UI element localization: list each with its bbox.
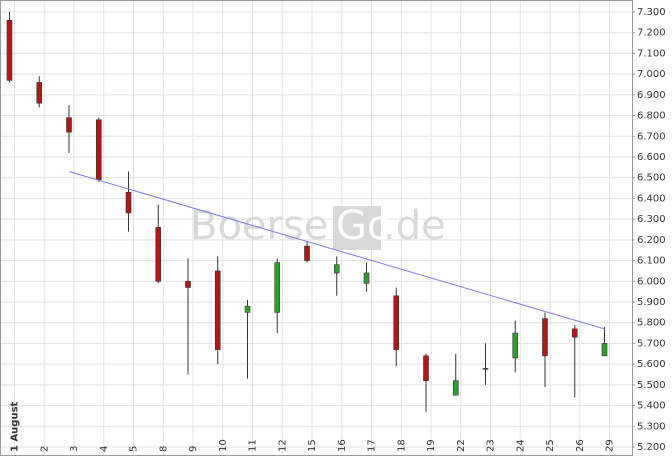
x-tick-label: 5 bbox=[129, 446, 140, 452]
watermark-box bbox=[333, 206, 381, 250]
y-tick-label: 6.500 bbox=[637, 173, 666, 184]
x-tick-label: 16 bbox=[337, 439, 348, 452]
candle-body bbox=[214, 270, 221, 350]
x-tick-label: 29 bbox=[605, 439, 616, 452]
candle-body bbox=[363, 272, 370, 284]
x-tick-label: 12 bbox=[277, 439, 288, 452]
y-tick-label: 5.400 bbox=[637, 401, 666, 412]
candle-body bbox=[452, 380, 459, 396]
candle-body bbox=[423, 355, 429, 382]
candle-body bbox=[393, 295, 400, 350]
candle-body bbox=[244, 305, 251, 313]
y-tick-label: 6.300 bbox=[637, 214, 666, 225]
y-tick-label: 7.200 bbox=[637, 28, 666, 39]
watermark-text: .de bbox=[383, 203, 446, 249]
candle-body bbox=[601, 343, 608, 357]
x-tick-label: 3 bbox=[69, 446, 80, 452]
x-tick-label: 24 bbox=[515, 439, 526, 452]
y-tick-label: 6.400 bbox=[637, 193, 666, 204]
y-tick-label: 6.100 bbox=[637, 256, 666, 267]
x-tick-label: 22 bbox=[456, 439, 467, 452]
candle-body bbox=[482, 367, 489, 370]
candle-body bbox=[66, 117, 72, 133]
y-tick-label: 7.000 bbox=[637, 69, 666, 80]
candle-body bbox=[274, 262, 281, 313]
y-tick-label: 5.900 bbox=[637, 297, 666, 308]
y-tick-label: 6.000 bbox=[637, 276, 666, 287]
candle-body bbox=[95, 119, 102, 181]
x-tick-label: 10 bbox=[218, 439, 229, 452]
x-tick-label: 23 bbox=[486, 439, 497, 452]
watermark-text: Go bbox=[336, 203, 391, 249]
plot-frame bbox=[0, 0, 633, 456]
y-tick-label: 5.200 bbox=[637, 442, 666, 453]
trendline bbox=[68, 171, 605, 330]
y-tick-label: 5.300 bbox=[637, 421, 666, 432]
y-tick-label: 6.800 bbox=[637, 111, 666, 122]
y-tick-label: 5.700 bbox=[637, 338, 666, 349]
candle-body bbox=[333, 264, 340, 274]
x-tick-label: 8 bbox=[158, 446, 169, 452]
y-tick-label: 7.300 bbox=[637, 7, 666, 18]
candle-body bbox=[125, 191, 132, 214]
x-tick-label: 19 bbox=[426, 439, 437, 452]
x-tick-label: 18 bbox=[396, 439, 407, 452]
x-tick-label: 9 bbox=[188, 446, 199, 452]
y-tick-label: 5.600 bbox=[637, 359, 666, 370]
y-tick-label: 6.900 bbox=[637, 90, 666, 101]
candle-body bbox=[542, 318, 548, 357]
x-tick-label: 2 bbox=[39, 446, 50, 452]
candle-body bbox=[155, 227, 162, 282]
y-tick-label: 6.200 bbox=[637, 235, 666, 246]
candle-body bbox=[36, 82, 43, 104]
y-tick-label: 5.500 bbox=[637, 380, 666, 391]
candle-body bbox=[185, 280, 191, 288]
y-tick-label: 7.100 bbox=[637, 48, 666, 59]
candle-body bbox=[6, 19, 13, 81]
x-tick-label: 25 bbox=[545, 439, 556, 452]
x-tick-label: 1 August bbox=[10, 401, 21, 452]
x-tick-label: 4 bbox=[99, 446, 110, 452]
y-tick-label: 6.600 bbox=[637, 152, 666, 163]
x-tick-label: 11 bbox=[248, 439, 259, 452]
watermark: Boerse Go .de bbox=[190, 203, 446, 250]
y-tick-label: 6.700 bbox=[637, 131, 666, 142]
x-tick-label: 26 bbox=[575, 439, 586, 452]
y-tick-label: 5.800 bbox=[637, 318, 666, 329]
candle-body bbox=[571, 328, 578, 338]
x-tick-label: 15 bbox=[307, 439, 318, 452]
x-tick-label: 17 bbox=[367, 439, 378, 452]
candle-body bbox=[304, 245, 310, 261]
candle-body bbox=[512, 332, 519, 359]
